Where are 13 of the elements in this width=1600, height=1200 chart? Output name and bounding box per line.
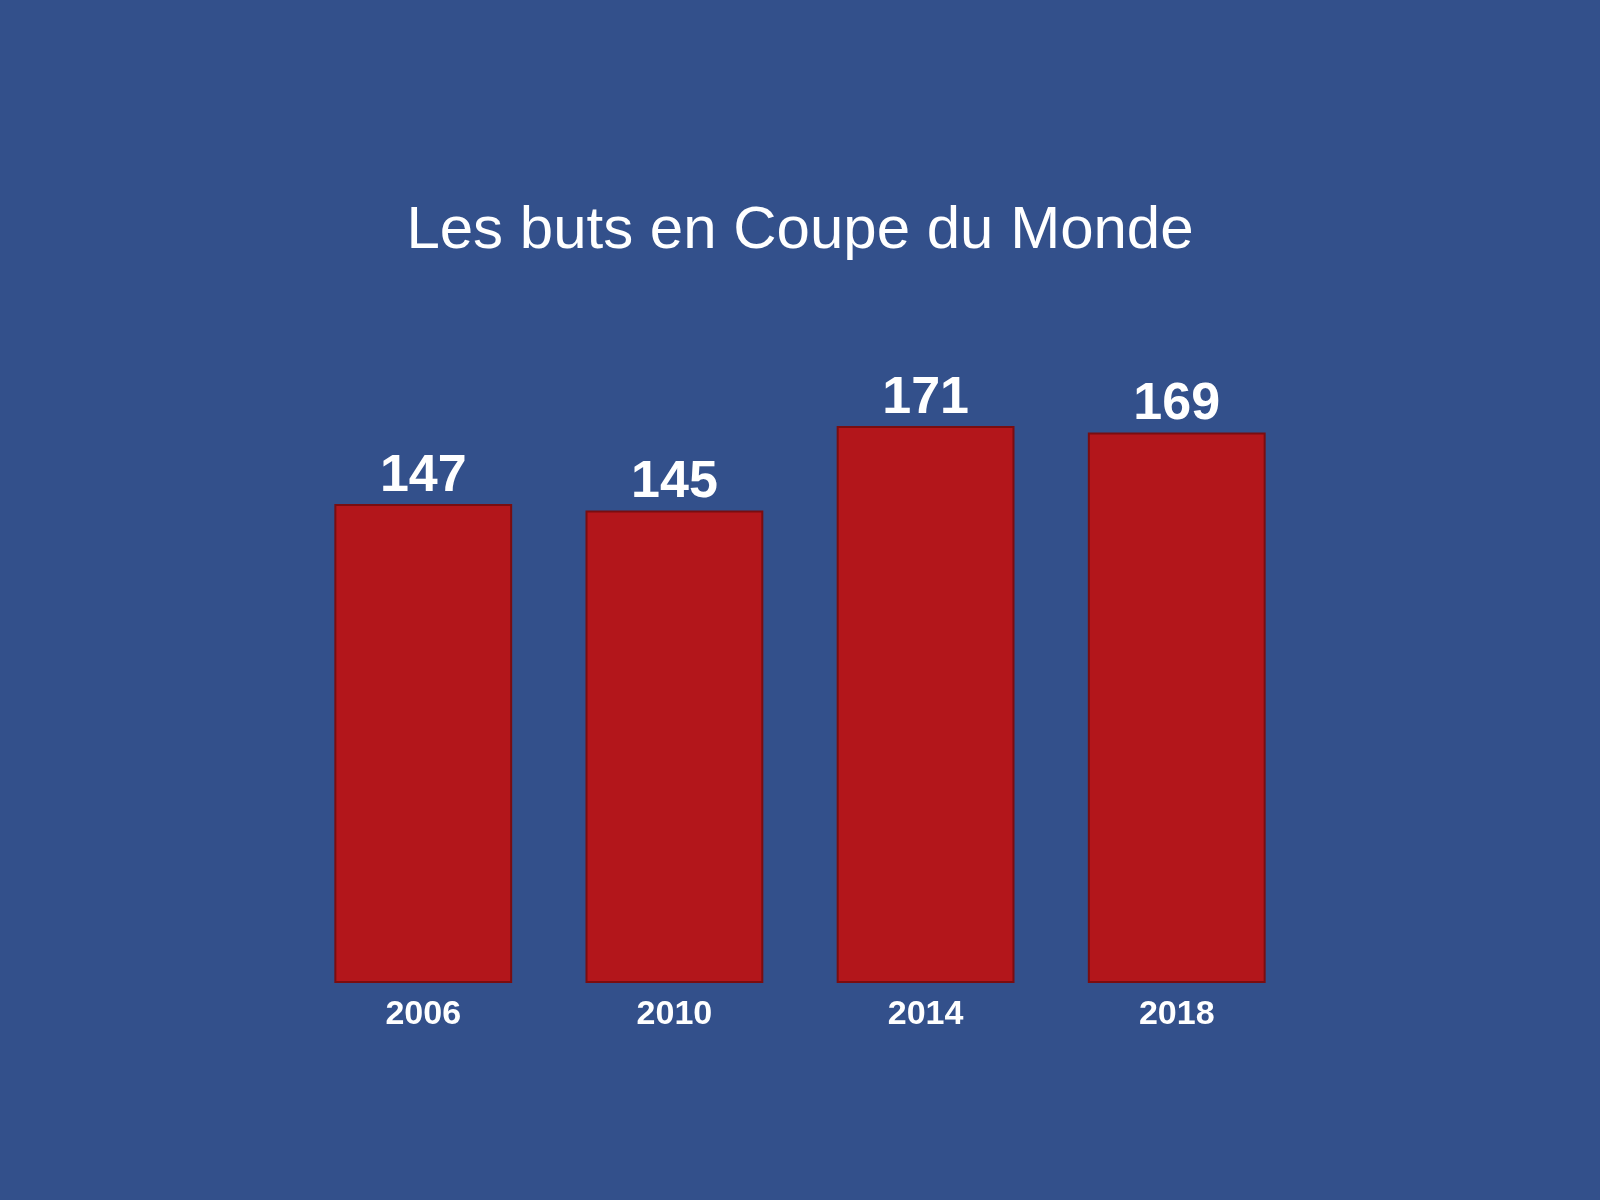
x-tick-label: 2010 xyxy=(636,992,713,1031)
x-tick-label: 2014 xyxy=(887,992,964,1031)
data-label: 171 xyxy=(882,366,969,424)
x-tick-label: 2018 xyxy=(1138,992,1215,1031)
x-tick-label: 2006 xyxy=(385,992,462,1031)
bar xyxy=(1087,432,1266,983)
data-label: 145 xyxy=(631,450,718,509)
data-label: 169 xyxy=(1133,372,1221,431)
bar xyxy=(334,503,513,983)
bar xyxy=(585,510,764,983)
chart-title: Les buts en Coupe du Monde xyxy=(406,194,1194,261)
data-label: 147 xyxy=(379,443,467,502)
bar xyxy=(836,426,1015,983)
